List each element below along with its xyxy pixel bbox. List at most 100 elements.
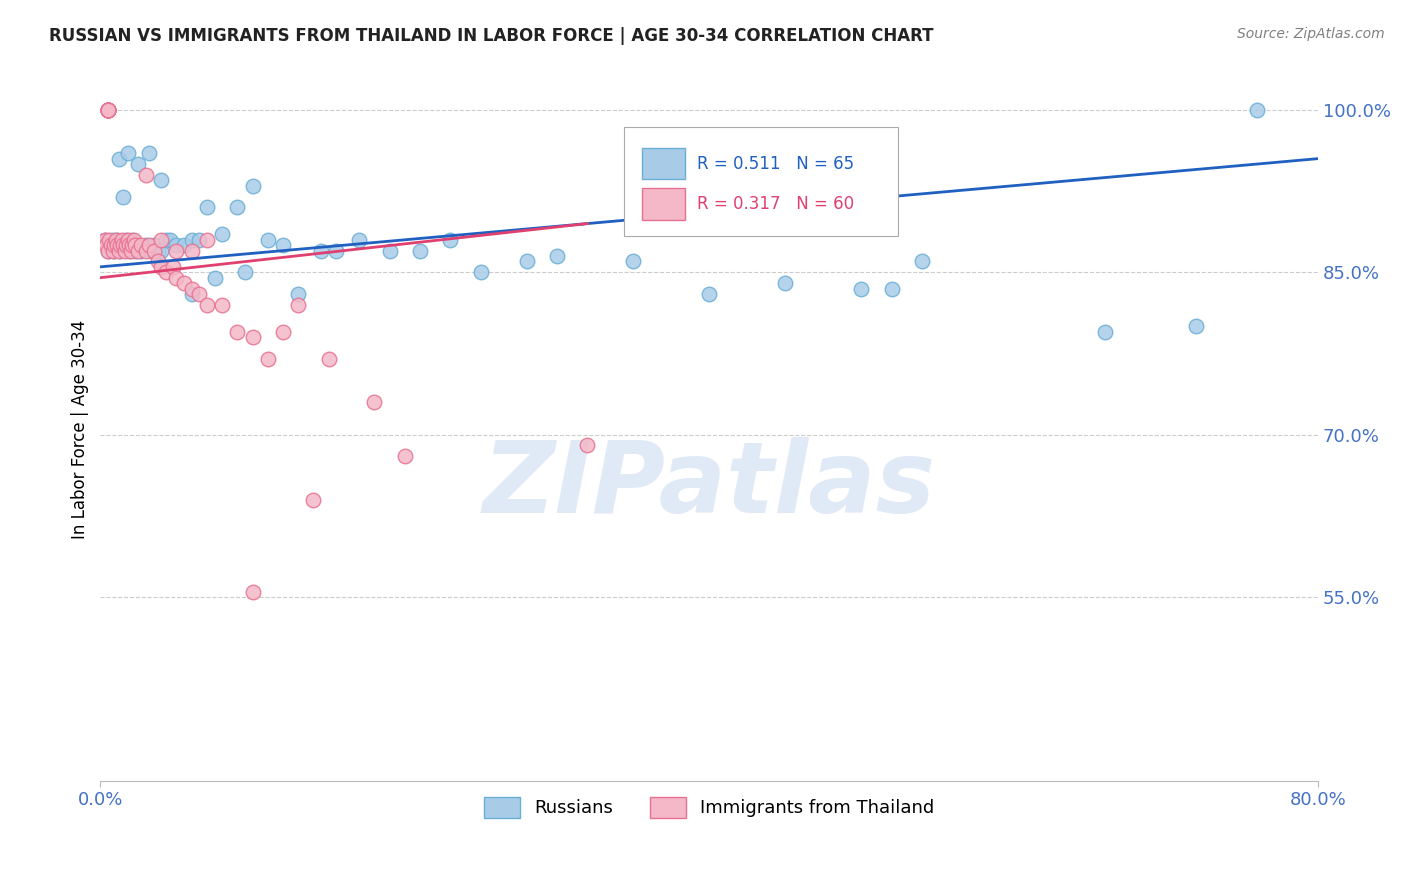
Point	[1185, 319, 1208, 334]
Point	[127, 157, 149, 171]
Point	[120, 244, 142, 258]
Point	[115, 233, 138, 247]
Point	[131, 244, 153, 258]
Text: RUSSIAN VS IMMIGRANTS FROM THAILAND IN LABOR FORCE | AGE 30-34 CORRELATION CHART: RUSSIAN VS IMMIGRANTS FROM THAILAND IN L…	[49, 27, 934, 45]
Point	[150, 233, 173, 247]
Point	[121, 238, 143, 252]
Point	[115, 238, 138, 252]
Point	[309, 244, 332, 258]
Point	[97, 103, 120, 117]
Point	[287, 287, 309, 301]
Point	[195, 233, 218, 247]
Point	[159, 233, 181, 247]
Point	[111, 233, 134, 247]
Point	[138, 146, 160, 161]
Point	[378, 244, 401, 258]
Point	[100, 238, 122, 252]
Point	[142, 244, 165, 258]
Point	[117, 146, 139, 161]
Point	[180, 287, 202, 301]
Point	[103, 244, 125, 258]
Point	[233, 265, 256, 279]
Point	[211, 227, 233, 242]
Point	[880, 281, 903, 295]
Point	[97, 103, 120, 117]
Point	[100, 238, 122, 252]
Point	[108, 238, 131, 252]
Point	[148, 244, 170, 258]
Point	[122, 233, 145, 247]
Point	[98, 233, 121, 247]
Point	[101, 233, 124, 247]
Point	[101, 244, 124, 258]
Point	[188, 287, 211, 301]
Point	[139, 244, 162, 258]
Point	[124, 238, 146, 252]
Point	[851, 281, 873, 295]
Point	[1246, 103, 1268, 117]
FancyBboxPatch shape	[643, 188, 685, 219]
Point	[226, 200, 249, 214]
Point	[117, 238, 139, 252]
Point	[112, 189, 135, 203]
Point	[94, 233, 117, 247]
Point	[135, 168, 157, 182]
Point	[97, 103, 120, 117]
Point	[162, 260, 184, 274]
Point	[363, 395, 385, 409]
Point	[180, 244, 202, 258]
Point	[166, 238, 188, 252]
Text: ZIPatlas: ZIPatlas	[482, 437, 936, 534]
Point	[97, 103, 120, 117]
Point	[121, 233, 143, 247]
Point	[439, 233, 461, 247]
Point	[180, 281, 202, 295]
Point	[97, 103, 120, 117]
Point	[103, 238, 125, 252]
Point	[242, 178, 264, 193]
Point	[576, 438, 599, 452]
FancyBboxPatch shape	[624, 127, 898, 235]
Point	[347, 233, 370, 247]
Point	[135, 244, 157, 258]
Point	[242, 330, 264, 344]
Point	[697, 287, 720, 301]
Point	[546, 249, 568, 263]
Point	[127, 244, 149, 258]
Point	[325, 244, 347, 258]
Point	[131, 238, 153, 252]
Point	[173, 238, 195, 252]
Point	[124, 244, 146, 258]
Point	[470, 265, 492, 279]
Point	[107, 238, 129, 252]
Point	[287, 298, 309, 312]
Point	[118, 238, 141, 252]
Point	[97, 244, 120, 258]
Point	[155, 233, 177, 247]
Point	[150, 173, 173, 187]
Point	[142, 238, 165, 252]
Point	[150, 244, 173, 258]
Point	[911, 254, 934, 268]
Point	[127, 238, 149, 252]
Point	[242, 584, 264, 599]
Point	[173, 276, 195, 290]
Point	[775, 276, 797, 290]
Point	[204, 270, 226, 285]
Point	[104, 233, 127, 247]
Point	[117, 233, 139, 247]
Point	[148, 254, 170, 268]
Point	[122, 238, 145, 252]
Point	[112, 238, 135, 252]
Point	[111, 238, 134, 252]
Point	[155, 265, 177, 279]
Point	[96, 238, 118, 252]
Point	[409, 244, 432, 258]
Y-axis label: In Labor Force | Age 30-34: In Labor Force | Age 30-34	[72, 319, 89, 539]
Point	[256, 233, 278, 247]
Point	[1094, 325, 1116, 339]
Point	[104, 238, 127, 252]
Point	[120, 238, 142, 252]
Text: R = 0.317   N = 60: R = 0.317 N = 60	[697, 195, 855, 213]
Point	[150, 260, 173, 274]
